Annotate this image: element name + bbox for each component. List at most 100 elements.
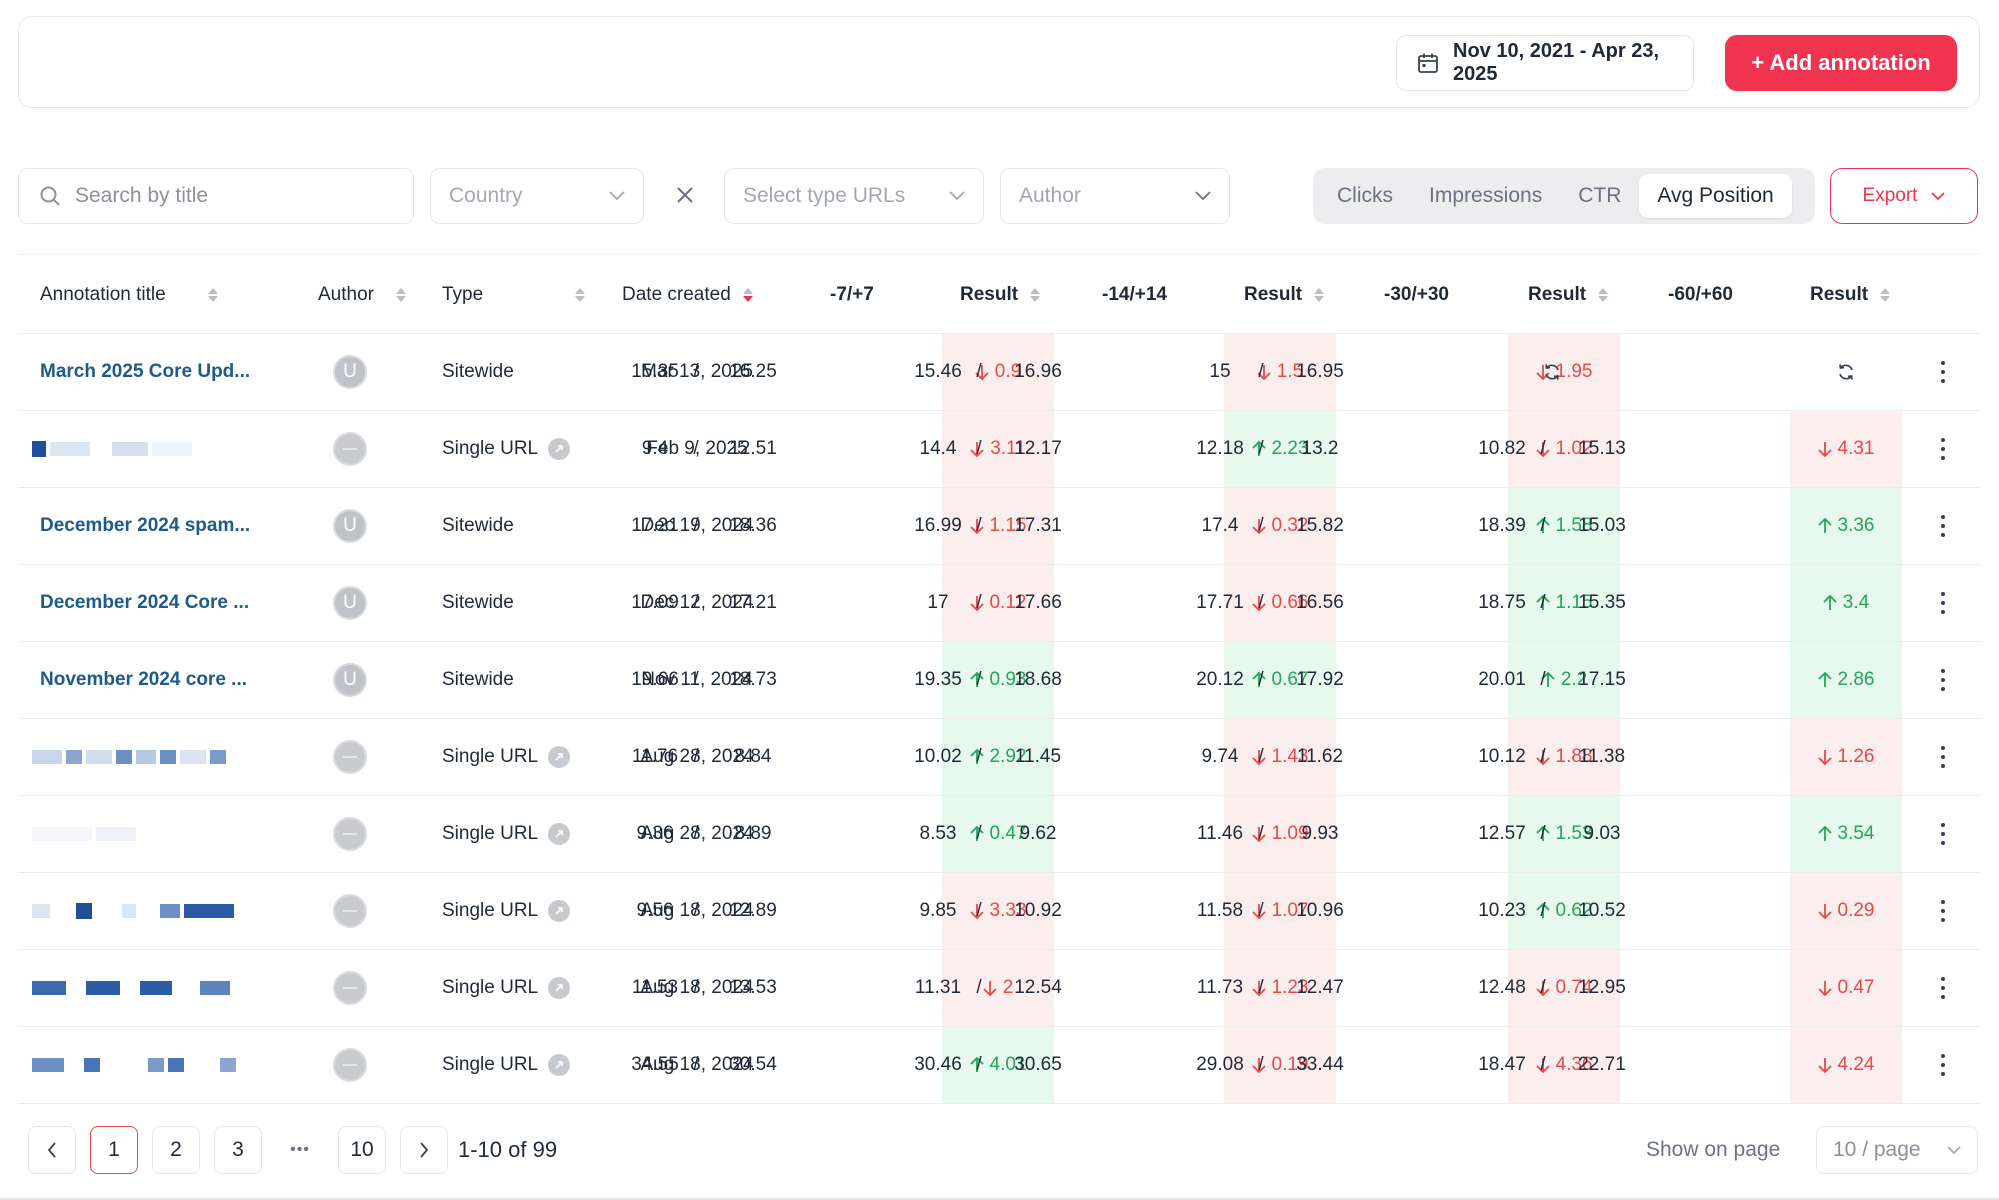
country-select[interactable]: Country [430, 168, 644, 224]
row-menu-button[interactable] [1933, 1027, 1953, 1103]
col-result-30[interactable]: Result [1528, 255, 1609, 335]
result-cell: 1.23 [1224, 950, 1336, 1026]
result-cell: 0.32 [1224, 488, 1336, 564]
link-icon[interactable] [548, 438, 571, 460]
sort-icon [575, 288, 586, 302]
before-value: 17.09 [631, 592, 679, 613]
type-urls-select[interactable]: Select type URLs [724, 168, 984, 224]
date-range-picker[interactable]: Nov 10, 2021 - Apr 23, 2025 [1396, 35, 1694, 91]
avatar [333, 817, 367, 851]
page-size-select[interactable]: 10 / page [1816, 1126, 1978, 1174]
window-before-value: 9.85 [882, 873, 994, 949]
window-separator: / [693, 900, 699, 921]
redacted-block [94, 442, 108, 456]
row-menu-button[interactable] [1933, 642, 1953, 718]
next-page-button[interactable] [400, 1126, 448, 1174]
col-result-14[interactable]: Result [1244, 255, 1325, 335]
row-menu-button[interactable] [1933, 411, 1953, 487]
export-button[interactable]: Export [1830, 168, 1978, 224]
link-icon[interactable] [548, 746, 571, 768]
before-value: 9.4 [641, 438, 669, 459]
window-separator: / [1258, 977, 1264, 998]
link-icon[interactable] [548, 823, 571, 845]
col-author[interactable]: Author [318, 255, 406, 335]
tab-impressions[interactable]: Impressions [1429, 184, 1543, 207]
author-select[interactable]: Author [1000, 168, 1230, 224]
search-box[interactable] [18, 168, 414, 224]
col-type[interactable]: Type [442, 255, 586, 335]
annotation-title-link[interactable]: November 2024 core ... [40, 669, 247, 690]
table-row[interactable]: Single URL Feb 9, 2025 9.4 / 12.51 3.11 14.4 / 1… [18, 411, 1980, 488]
redacted-block [148, 1058, 164, 1072]
arrow-up-icon [1817, 672, 1832, 687]
after-value: 10.92 [1014, 900, 1062, 921]
after-value: 12.47 [1296, 977, 1344, 998]
prev-page-button[interactable] [28, 1126, 76, 1174]
clear-filter-button[interactable] [670, 180, 700, 210]
table-row[interactable]: Single URL Aug 28, 2024 11.76 / 8.84 2.92 10.0… [18, 719, 1980, 796]
redacted-block [32, 981, 66, 995]
table-row[interactable]: Single URL Aug 28, 2024 9.36 / 8.89 0.47 8.53 /… [18, 796, 1980, 873]
tab-ctr[interactable]: CTR [1578, 184, 1622, 207]
window-separator: / [976, 746, 982, 767]
after-value: 18.36 [729, 515, 777, 536]
tab-clicks[interactable]: Clicks [1337, 184, 1393, 207]
row-menu-button[interactable] [1933, 796, 1953, 872]
page-ellipsis[interactable]: ••• [290, 1141, 310, 1158]
avatar [333, 1048, 367, 1082]
col-result-60[interactable]: Result [1810, 255, 1891, 335]
redacted-block [32, 827, 92, 841]
search-input[interactable] [75, 184, 395, 208]
row-menu-button[interactable] [1933, 950, 1953, 1026]
page-3-button[interactable]: 3 [214, 1126, 262, 1174]
page-2-button[interactable]: 2 [152, 1126, 200, 1174]
window-after-value: 11.62 [1264, 719, 1376, 795]
table-row[interactable]: December 2024 spam... U Sitewide Dec 19, 20… [18, 488, 1980, 565]
result-value: 3.54 [1837, 823, 1875, 844]
window-after-value: 18.36 [698, 488, 808, 564]
tab-avg-position[interactable]: Avg Position [1639, 174, 1792, 218]
after-value: 15.03 [1578, 515, 1626, 536]
table-row[interactable]: March 2025 Core Upd... U Sitewide Mar 13, 2… [18, 334, 1980, 411]
window-after-value: 12.17 [982, 411, 1094, 487]
table-row[interactable]: Single URL Aug 18, 2024 34.55/30.54 4.01 30.… [18, 1027, 1980, 1104]
row-menu-button[interactable] [1933, 334, 1953, 410]
after-value: 12.95 [1578, 977, 1626, 998]
col-title[interactable]: Annotation title [40, 255, 218, 335]
window-before-value: 10.12 [1446, 719, 1558, 795]
result-cell: 0.12 [942, 565, 1054, 641]
window-before-value: 12.57 [1446, 796, 1558, 872]
link-icon[interactable] [548, 977, 571, 999]
type-label: Single URL [442, 977, 539, 998]
row-menu-button[interactable] [1933, 873, 1953, 949]
col-date-created[interactable]: Date created [622, 255, 753, 335]
link-icon[interactable] [548, 1054, 571, 1076]
annotation-title-cell [32, 950, 280, 1026]
row-menu-button[interactable] [1933, 488, 1953, 564]
page-10-button[interactable]: 10 [338, 1126, 386, 1174]
chevron-left-icon [47, 1142, 56, 1158]
page-1-button[interactable]: 1 [90, 1126, 138, 1174]
avatar: U [333, 509, 367, 543]
table-row[interactable]: Single URL Aug 18, 2024 11.53 / 13.53 2 11.31 /… [18, 950, 1980, 1027]
redacted-block [32, 904, 50, 918]
table-row[interactable]: November 2024 core ... U Sitewide Nov 11, 2… [18, 642, 1980, 719]
annotation-title-link[interactable]: March 2025 Core Upd... [40, 361, 251, 382]
add-annotation-button[interactable]: + Add annotation [1725, 35, 1957, 91]
row-menu-button[interactable] [1933, 719, 1953, 795]
window-separator: / [1258, 592, 1264, 613]
annotation-title-link[interactable]: December 2024 spam... [40, 515, 251, 536]
link-icon[interactable] [548, 900, 571, 922]
window-before-value: 8.53 [882, 796, 994, 872]
annotation-title-link[interactable]: December 2024 Core ... [40, 592, 250, 613]
window-after-value: 10.92 [982, 873, 1094, 949]
header-card: Nov 10, 2021 - Apr 23, 2025 + Add annota… [18, 16, 1980, 108]
row-menu-button[interactable] [1933, 565, 1953, 641]
arrow-down-icon [983, 981, 997, 996]
table-body: March 2025 Core Upd... U Sitewide Mar 13, 2… [18, 334, 1980, 1104]
table-row[interactable]: Single URL Aug 18, 2024 9.56 / 12.89 3.33 9.85… [18, 873, 1980, 950]
table-row[interactable]: December 2024 Core ... U Sitewide Dec 12, 2… [18, 565, 1980, 642]
col-result-7[interactable]: Result [960, 255, 1041, 335]
before-value: 19.66 [631, 669, 679, 690]
col-window-14: -14/+14 [1102, 284, 1167, 305]
